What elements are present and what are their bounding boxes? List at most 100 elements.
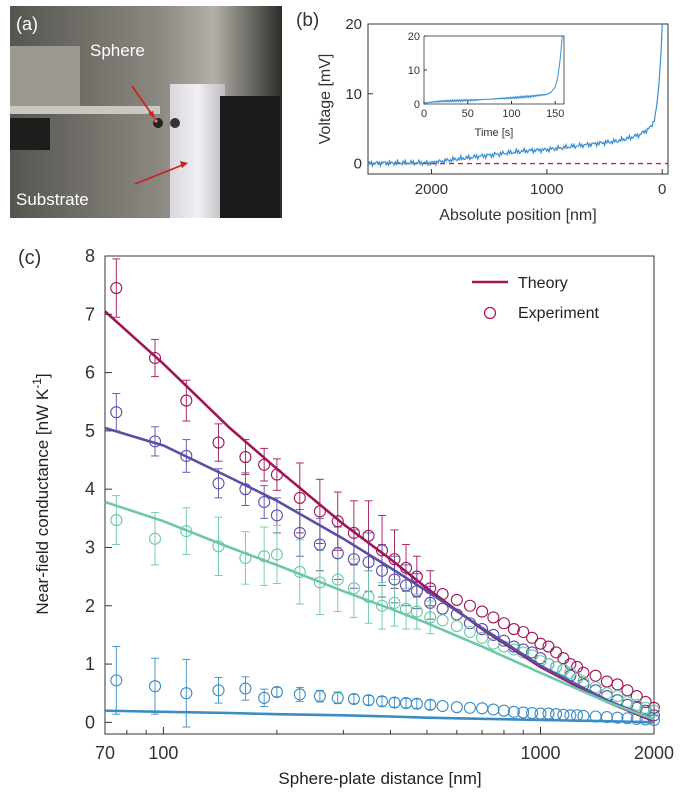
panel-b-inset-x-tick-label: 100 (502, 108, 520, 120)
panel-b-chart: (b) 0 10 20 2000 1000 0 0 10 20 0 50 100 150 Time… (296, 10, 669, 224)
legend-experiment-swatch (483, 306, 497, 320)
panel-c-label: (c) (18, 247, 41, 269)
panel-c-ylabel-main: Near-field conductance [nW K (33, 388, 52, 614)
panel-b-voltage-trace (367, 23, 663, 168)
experiment-point (611, 678, 624, 691)
legend-theory-label: Theory (518, 275, 568, 292)
experiment-point (450, 593, 463, 606)
panel-b-y-tick-label: 20 (345, 16, 362, 33)
experiment-point (347, 526, 360, 539)
panel-b-label: (b) (296, 10, 319, 31)
panel-c-y-tick-label: 8 (85, 246, 95, 266)
experiment-point (110, 674, 123, 687)
experiment-point (526, 631, 539, 644)
experiment-point (424, 698, 437, 711)
experiment-point (212, 436, 225, 449)
experiment-point (450, 620, 463, 633)
cantilever-arm (10, 106, 160, 114)
panel-c-frame (104, 255, 655, 735)
panel-b-y-tick-label: 10 (345, 86, 362, 103)
panel-b-inset-x-tick-label: 150 (546, 108, 564, 120)
experiment-point (639, 695, 652, 708)
experiment-point (630, 698, 643, 711)
panel-c-chart: (c) 0 1 2 3 4 5 6 7 8 70 100 1000 2000 Theory Exper… (18, 246, 674, 788)
experiment-point (388, 573, 401, 586)
panel-c-experiment-points (110, 282, 661, 727)
experiment-point (436, 602, 449, 615)
cantilever-block (10, 46, 80, 108)
experiment-point (526, 646, 539, 659)
panel-b-x-tick-label: 0 (658, 181, 666, 198)
panel-c-y-tick-label: 4 (85, 479, 95, 499)
experiment-point (239, 451, 252, 464)
experiment-point (375, 564, 389, 577)
experiment-point (436, 614, 449, 627)
experiment-point (331, 691, 344, 704)
experiment-point (410, 605, 423, 618)
panel-a-label: (a) (16, 14, 38, 34)
experiment-point (388, 596, 401, 609)
panel-b-x-tick-label: 1000 (530, 181, 563, 198)
experiment-point (347, 553, 360, 566)
panel-c-y-ticks: 0 1 2 3 4 5 6 7 8 (85, 246, 112, 732)
experiment-point (258, 495, 271, 509)
experiment-point (577, 666, 590, 679)
experiment-point (564, 657, 577, 671)
experiment-point (110, 282, 123, 295)
panel-b-xlabel: Absolute position [nm] (439, 207, 596, 224)
experiment-point (424, 596, 437, 609)
experiment-point (557, 663, 570, 676)
experiment-point (550, 646, 563, 659)
experiment-point (399, 579, 413, 592)
experiment-point (487, 703, 500, 716)
experiment-point (239, 682, 252, 695)
experiment-point (362, 694, 375, 707)
panel-c-theory-lines (104, 310, 655, 724)
panel-b-ylabel: Voltage [mV] (317, 54, 334, 145)
experiment-point (507, 705, 520, 718)
panel-b-y-ticks: 0 10 20 (345, 16, 373, 173)
panel-b-y-tick-label: 0 (354, 156, 362, 173)
panel-b-inset-y-tick-label: 10 (408, 65, 420, 77)
experiment-point (313, 576, 326, 589)
panel-c-ylabel: Near-field conductance [nW K-1] (30, 373, 52, 614)
experiment-point (258, 550, 271, 563)
experiment-point (463, 625, 476, 639)
panel-b-inset-x-tick-label: 50 (462, 108, 474, 120)
substrate-label: Substrate (16, 190, 89, 209)
panel-c-legend: Theory Experiment (472, 275, 599, 322)
experiment-point (212, 684, 225, 697)
experiment-point (362, 590, 375, 604)
experiment-point (497, 617, 510, 630)
experiment-point (647, 704, 661, 717)
panel-c-y-tick-label: 5 (85, 421, 95, 441)
experiment-point (270, 685, 283, 699)
experiment-point (180, 449, 193, 462)
panel-c-y-tick-label: 2 (85, 596, 95, 616)
experiment-point (630, 690, 643, 703)
panel-c-x-ticks: 70 100 1000 2000 (95, 727, 674, 763)
theory-line (104, 500, 655, 721)
sphere-shape (153, 118, 163, 128)
experiment-point (293, 491, 306, 504)
experiment-point (270, 509, 283, 522)
experiment-point (589, 681, 602, 694)
experiment-point (542, 640, 555, 653)
experiment-point (293, 688, 306, 701)
panel-c-x-tick-label: 1000 (520, 743, 560, 763)
legend-experiment-label: Experiment (518, 305, 599, 322)
experiment-point (487, 628, 500, 641)
panel-c-x-tick-label: 70 (95, 743, 115, 763)
panel-c-ylabel-sup: -1 (30, 378, 44, 389)
experiment-point (611, 711, 624, 724)
sphere-label: Sphere (90, 41, 145, 60)
experiment-point (375, 695, 389, 708)
experiment-point (313, 690, 326, 703)
experiment-point (534, 652, 547, 665)
panel-b-inset-xlabel: Time [s] (475, 127, 514, 139)
panel-c-y-tick-label: 1 (85, 654, 95, 674)
panel-b-inset-trace (423, 35, 563, 104)
panel-b-x-tick-label: 2000 (415, 181, 448, 198)
experiment-point (331, 573, 344, 586)
experiment-point (388, 696, 401, 709)
